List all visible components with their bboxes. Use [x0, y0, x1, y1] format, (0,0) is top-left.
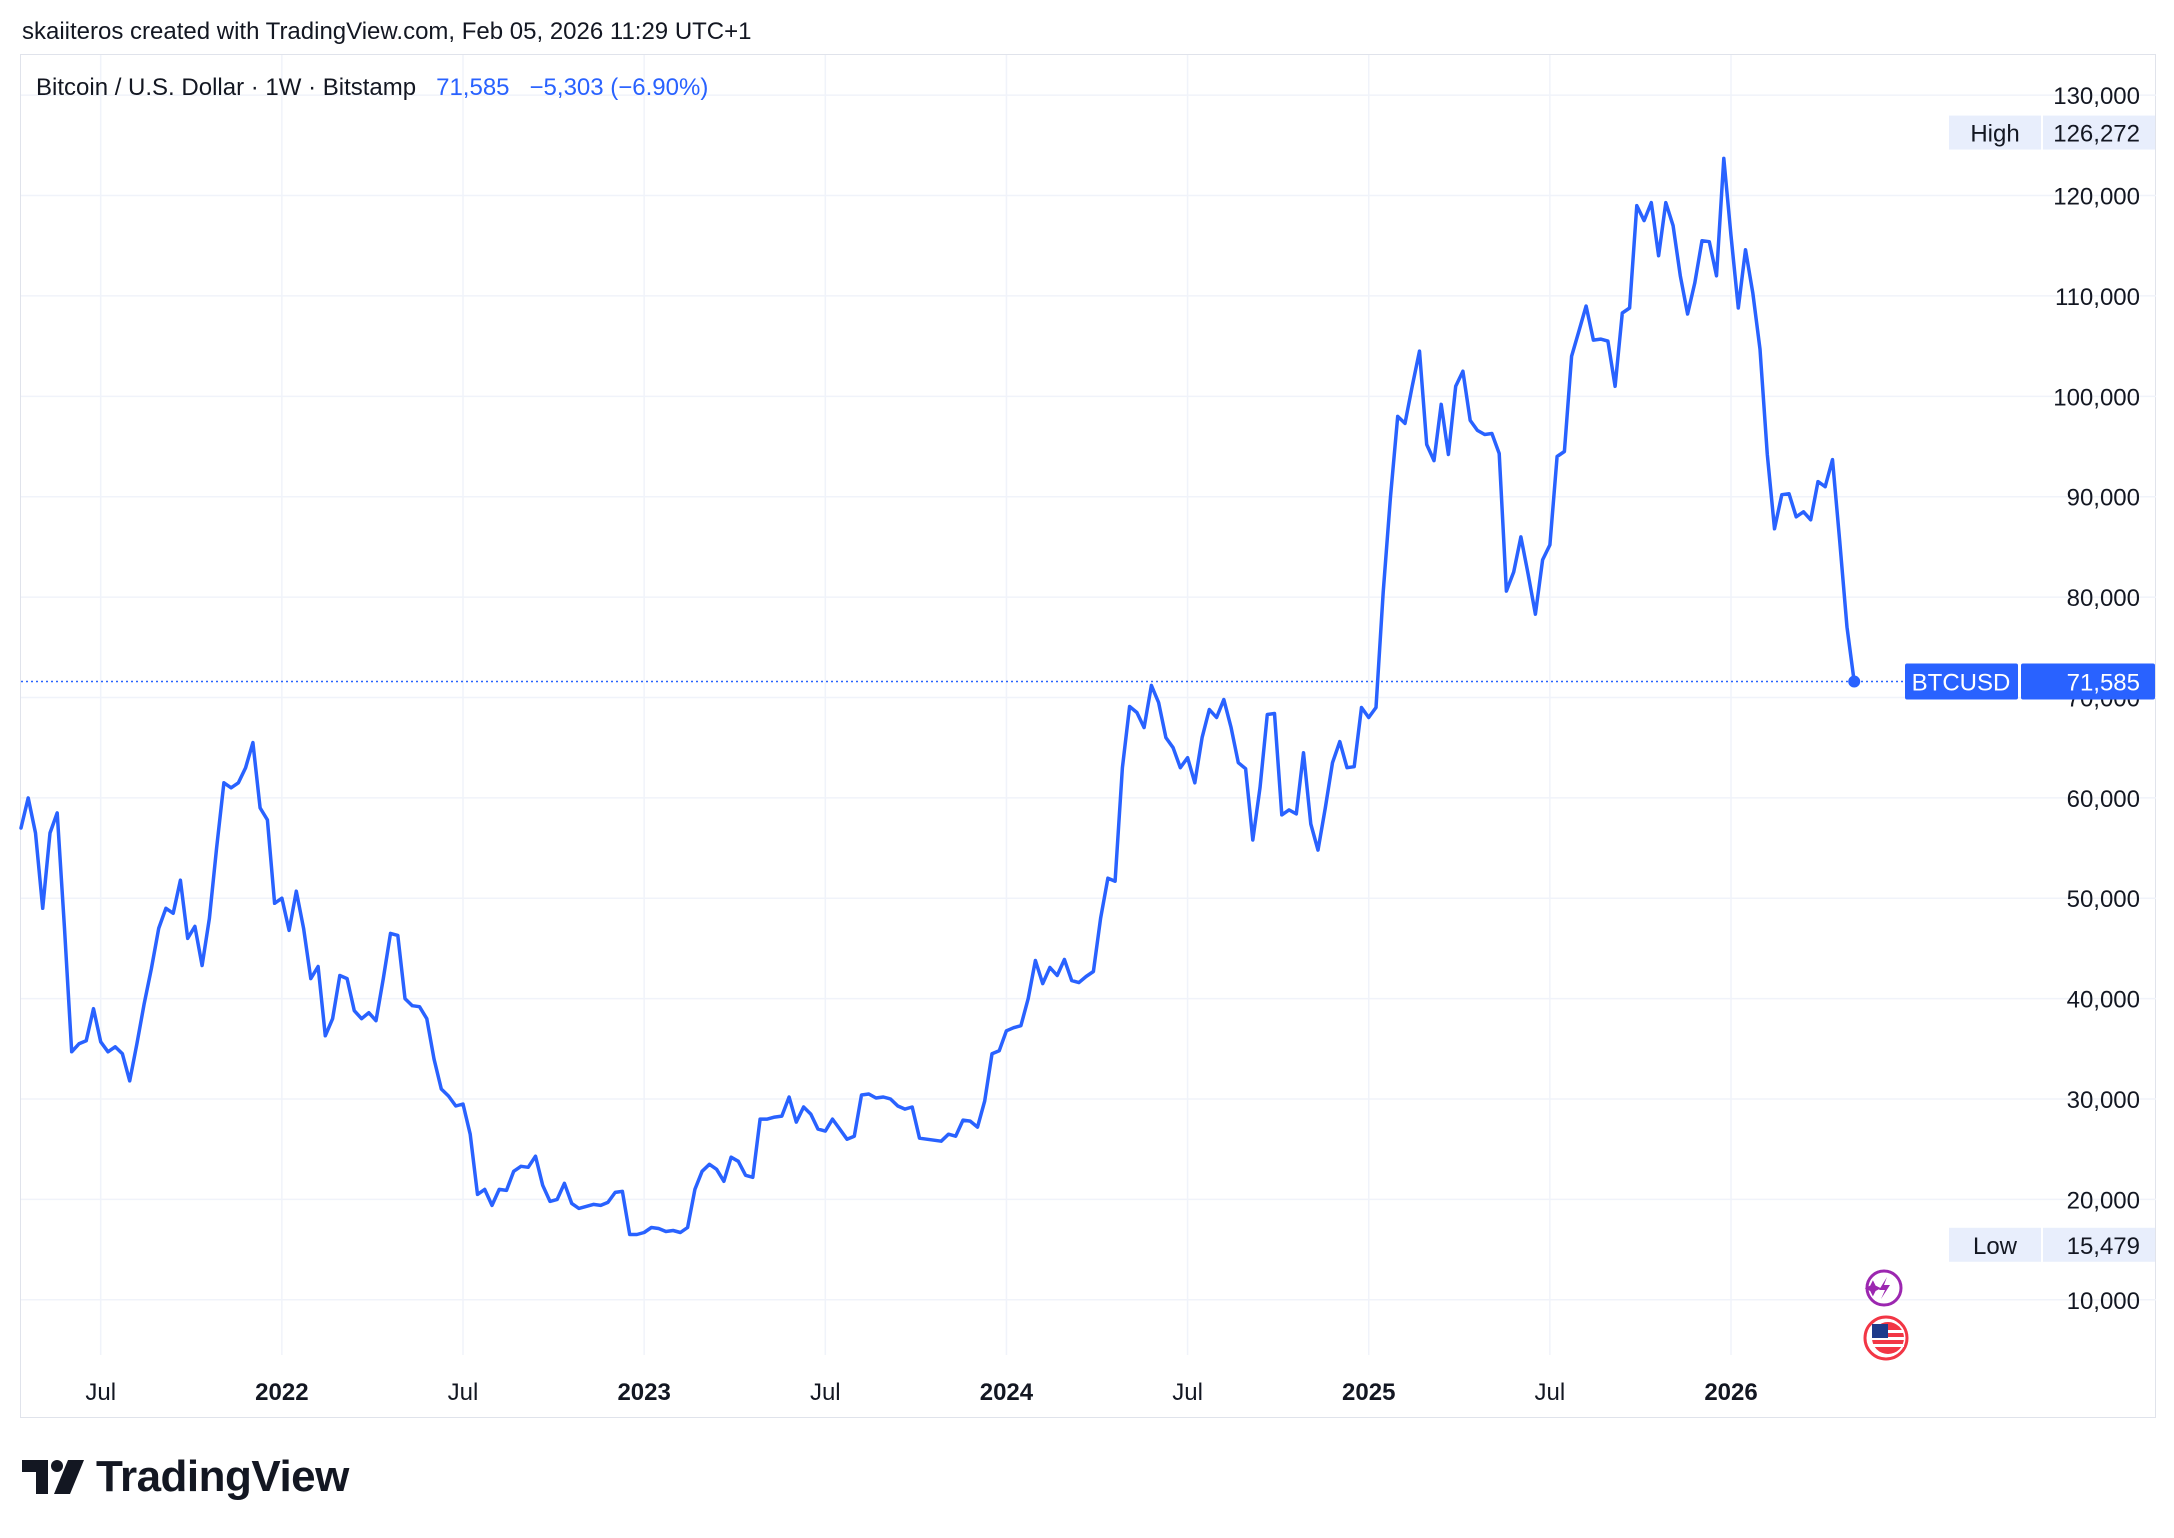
y-tick-label: 90,000	[2067, 485, 2140, 512]
y-tick-label: 60,000	[2067, 786, 2140, 813]
x-tick-label: 2026	[1704, 1379, 1757, 1406]
high-tag-value: 126,272	[2053, 121, 2140, 148]
time-axis: Jul 2022 Jul 2023 Jul 2024 Jul 2025 Jul 2026	[85, 1379, 1757, 1406]
y-tick-label: 50,000	[2067, 886, 2140, 913]
x-tick-label: Jul	[810, 1379, 841, 1406]
chart-frame	[20, 54, 2156, 1418]
chart-legend: Bitcoin / U.S. Dollar · 1W · Bitstamp 71…	[36, 74, 708, 102]
us-flag-icon[interactable]	[1863, 1315, 1909, 1361]
low-tag-label-bg	[1949, 1227, 2041, 1262]
x-tick-label: Jul	[1172, 1379, 1203, 1406]
legend-change: −5,303 (−6.90%)	[529, 74, 709, 101]
x-tick-label: Jul	[85, 1379, 116, 1406]
x-tick-label: Jul	[448, 1379, 479, 1406]
y-tick-label: 130,000	[2053, 83, 2140, 110]
tradingview-logo[interactable]: TradingView	[22, 1452, 349, 1502]
price-line	[19, 156, 1856, 1237]
price-series	[19, 156, 1910, 1237]
x-tick-label: 2024	[980, 1379, 1034, 1406]
price-tags: High 126,272 Low 15,479 BTCUSD 71,585	[1905, 115, 2155, 1262]
high-tag-label-bg	[1949, 115, 2041, 150]
symbol-tag: BTCUSD	[1912, 670, 2011, 697]
event-icons	[1863, 1269, 1909, 1361]
y-tick-label: 20,000	[2067, 1187, 2140, 1214]
y-tick-label: 30,000	[2067, 1087, 2140, 1114]
last-price-tag: 71,585	[2067, 670, 2140, 697]
symbol-tag-bg	[1905, 663, 2018, 700]
high-tag-value-bg	[2043, 115, 2155, 150]
y-tick-label: 120,000	[2053, 184, 2140, 211]
low-tag-value-bg	[2043, 1227, 2155, 1262]
low-tag-label: Low	[1973, 1233, 2018, 1260]
legend-last-price: 71,585	[436, 74, 510, 101]
y-tick-label: 110,000	[2055, 284, 2140, 311]
y-tick-label: 100,000	[2053, 384, 2140, 411]
tradingview-logo-icon	[22, 1460, 84, 1494]
y-tick-label: 40,000	[2067, 987, 2140, 1014]
y-tick-label: 80,000	[2067, 585, 2140, 612]
x-tick-label: Jul	[1535, 1379, 1566, 1406]
x-tick-label: 2022	[255, 1379, 308, 1406]
y-tick-label: 10,000	[2067, 1288, 2140, 1315]
x-tick-label: 2025	[1342, 1379, 1395, 1406]
last-price-marker	[1848, 675, 1861, 688]
tradingview-wordmark: TradingView	[96, 1452, 349, 1501]
chart-credit: skaiiteros created with TradingView.com,…	[22, 18, 752, 45]
grid	[21, 55, 2156, 1355]
ai-sparkle-icon[interactable]	[1864, 1269, 1903, 1307]
last-price-tag-bg	[2021, 663, 2155, 700]
high-tag-label: High	[1970, 121, 2019, 148]
low-tag-value: 15,479	[2067, 1233, 2140, 1260]
x-tick-label: 2023	[617, 1379, 670, 1406]
legend-symbol: Bitcoin / U.S. Dollar · 1W · Bitstamp	[36, 74, 417, 101]
